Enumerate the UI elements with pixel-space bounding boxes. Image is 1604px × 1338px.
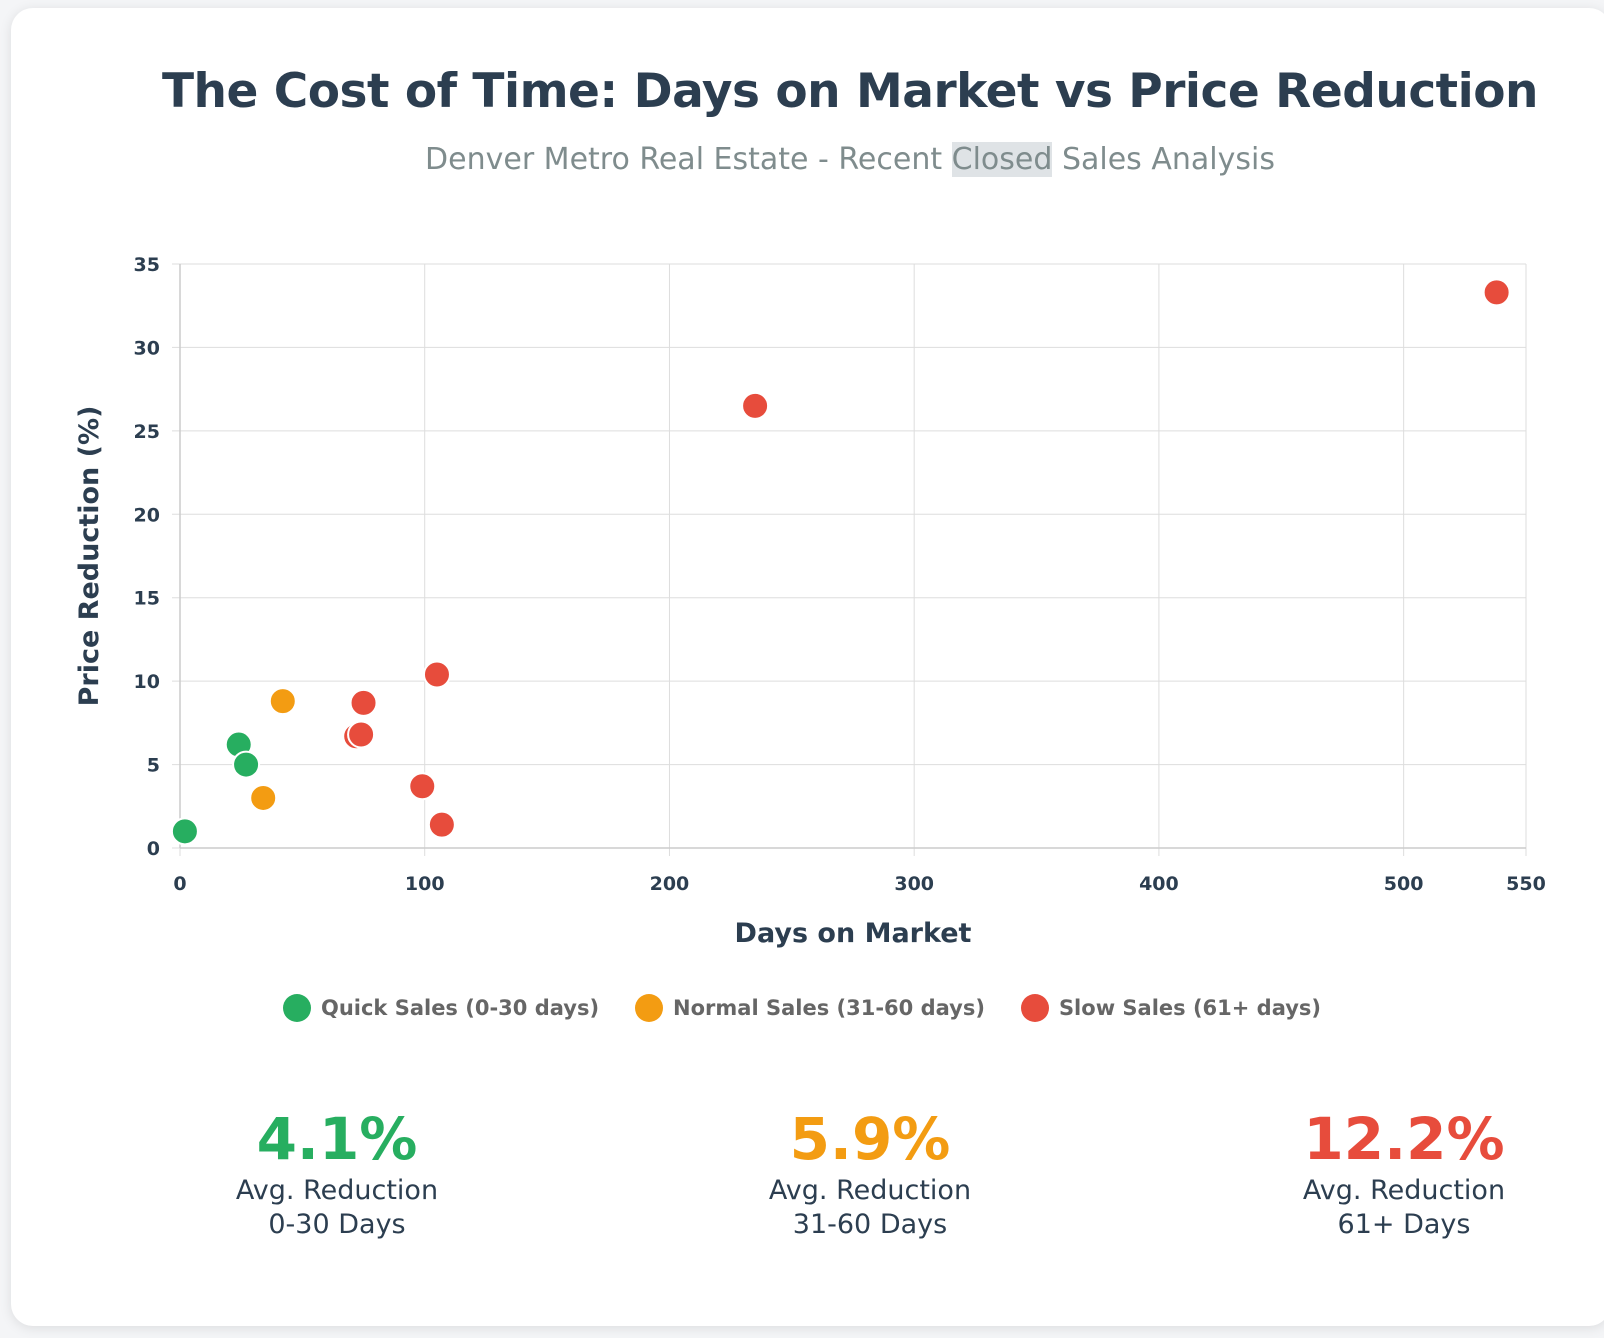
legend-marker-quick	[282, 994, 311, 1022]
legend-item-slow[interactable]: Slow Sales (61+ days)	[1020, 994, 1322, 1022]
scatter-point-series-2[interactable]	[422, 660, 451, 689]
stat-value-slow: 12.2%	[1303, 1105, 1505, 1173]
chart-legend: Quick Sales (0-30 days) Normal Sales (31…	[0, 994, 1604, 1022]
chart-title: The Cost of Time: Days on Market vs Pric…	[161, 64, 1539, 119]
stat-normal: 5.9% Avg. Reduction 31-60 Days	[670, 1104, 1070, 1242]
y-tick-label: 35	[134, 254, 160, 276]
legend-item-normal[interactable]: Normal Sales (31-60 days)	[635, 994, 985, 1022]
legend-label-normal: Normal Sales (31-60 days)	[673, 996, 985, 1020]
scatter-point-series-2[interactable]	[349, 688, 378, 717]
tick-labels: 0 100 200 300 400 500 550 0 5 10 15 20 25 30 35	[134, 254, 1546, 895]
subtitle-text-start: Denver Metro Real Estate - Recent	[425, 142, 952, 177]
scatter-point-series-0[interactable]	[170, 817, 199, 846]
stat-range-slow: 61+ Days	[1337, 1209, 1471, 1240]
stat-label-quick: Avg. Reduction	[235, 1175, 439, 1206]
x-tick-label: 100	[405, 873, 445, 895]
x-tick-label: 550	[1506, 873, 1546, 895]
scatter-point-series-2[interactable]	[741, 391, 770, 420]
stat-value-quick: 4.1%	[256, 1105, 418, 1173]
scatter-point-series-2[interactable]	[408, 772, 437, 801]
legend-marker-slow	[1020, 994, 1049, 1022]
stat-value-normal: 5.9%	[789, 1105, 951, 1173]
x-tick-label: 400	[1139, 873, 1179, 895]
stat-quick: 4.1% Avg. Reduction 0-30 Days	[137, 1104, 537, 1242]
y-axis-title: Price Reduction (%)	[74, 406, 105, 707]
x-tick-label: 200	[650, 873, 690, 895]
subtitle-highlight: Closed	[951, 142, 1053, 177]
subtitle-text-end: Sales Analysis	[1052, 142, 1275, 177]
legend-item-quick[interactable]: Quick Sales (0-30 days)	[282, 994, 600, 1022]
chart-subtitle: Denver Metro Real Estate - Recent Closed…	[0, 142, 1604, 177]
data-points	[170, 278, 1511, 846]
scatter-point-series-2[interactable]	[427, 810, 456, 839]
grid-layer	[172, 263, 1527, 856]
x-tick-label: 300	[894, 873, 934, 895]
y-tick-label: 15	[134, 588, 160, 610]
legend-label-quick: Quick Sales (0-30 days)	[320, 996, 600, 1020]
y-tick-label: 25	[134, 421, 160, 443]
x-tick-label: 500	[1384, 873, 1424, 895]
stat-label-slow: Avg. Reduction	[1302, 1175, 1506, 1206]
chart-card	[11, 8, 1604, 1326]
y-tick-label: 20	[134, 504, 160, 526]
stat-range-quick: 0-30 Days	[268, 1209, 406, 1240]
y-tick-label: 30	[134, 337, 160, 359]
y-tick-label: 0	[147, 838, 160, 860]
scatter-point-series-0[interactable]	[232, 750, 261, 779]
y-tick-label: 5	[147, 755, 160, 777]
x-axis-title: Days on Market	[735, 918, 972, 949]
x-tick-label: 0	[173, 873, 186, 895]
legend-label-slow: Slow Sales (61+ days)	[1058, 996, 1322, 1020]
stat-label-normal: Avg. Reduction	[768, 1175, 972, 1206]
y-tick-label: 10	[134, 671, 160, 693]
scatter-point-series-1[interactable]	[268, 687, 297, 716]
scatter-point-series-1[interactable]	[249, 783, 278, 812]
scatter-point-series-2[interactable]	[347, 720, 376, 749]
stat-slow: 12.2% Avg. Reduction 61+ Days	[1204, 1104, 1604, 1242]
stat-range-normal: 31-60 Days	[792, 1209, 948, 1240]
scatter-point-series-2[interactable]	[1482, 278, 1511, 307]
legend-marker-normal	[635, 994, 664, 1022]
